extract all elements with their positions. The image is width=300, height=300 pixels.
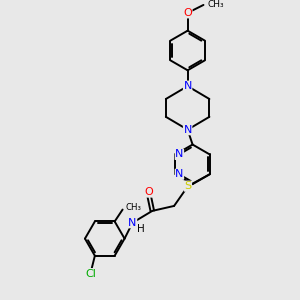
Text: H: H	[136, 224, 144, 234]
Text: O: O	[183, 8, 192, 18]
Text: S: S	[184, 181, 191, 191]
Text: N: N	[175, 169, 184, 179]
Text: CH₃: CH₃	[207, 0, 224, 9]
Text: N: N	[175, 149, 184, 160]
Text: N: N	[183, 81, 192, 91]
Text: Cl: Cl	[85, 268, 96, 279]
Text: N: N	[183, 125, 192, 135]
Text: CH₃: CH₃	[126, 203, 142, 212]
Text: N: N	[128, 218, 137, 228]
Text: O: O	[144, 187, 153, 197]
